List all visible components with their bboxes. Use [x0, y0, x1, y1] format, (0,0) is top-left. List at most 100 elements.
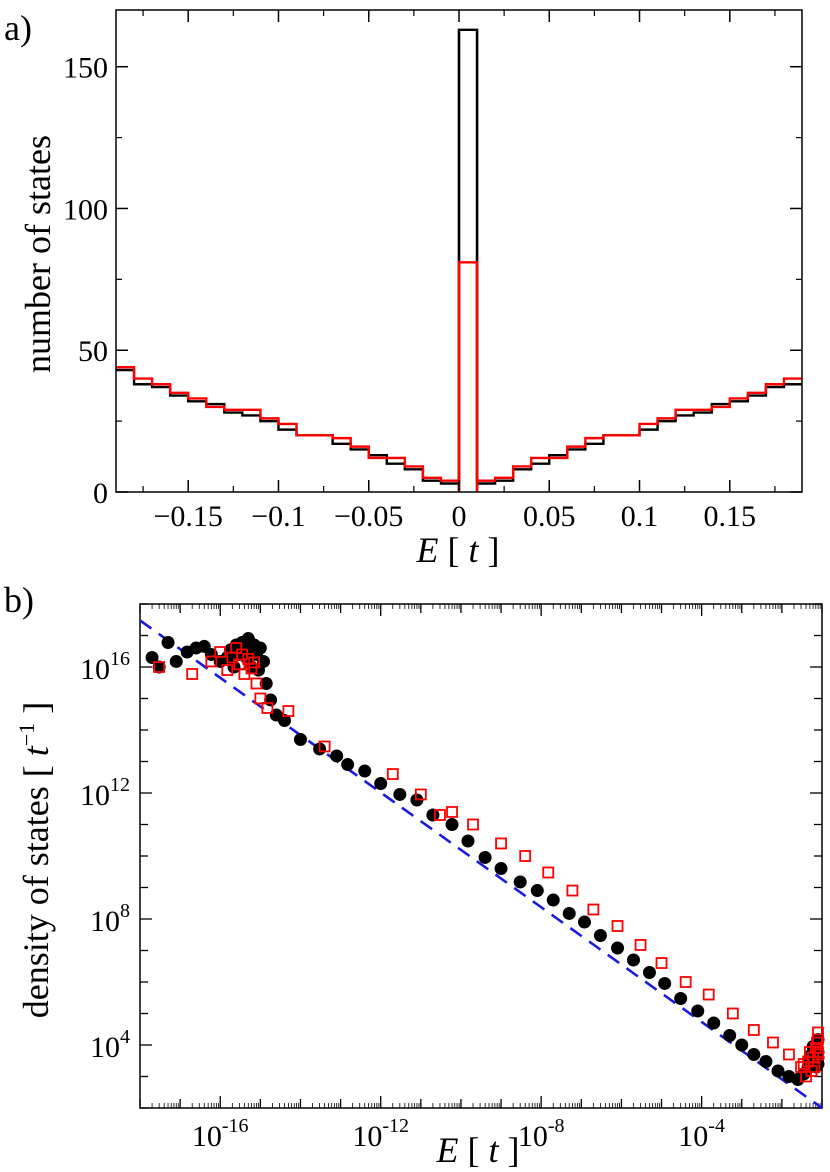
histogram-bin	[730, 401, 748, 492]
data-point-square	[467, 818, 479, 831]
histogram-bin	[206, 407, 224, 492]
data-point-circle	[691, 1004, 705, 1018]
data-point-square	[414, 788, 427, 801]
y-tick-label: 50	[78, 335, 108, 368]
data-point-square	[495, 837, 507, 850]
histogram-bin	[748, 396, 766, 492]
data-point-square	[153, 661, 166, 673]
x-tick-label: −0.05	[334, 500, 403, 533]
histogram-bin	[315, 435, 333, 492]
data-point-circle	[735, 1038, 749, 1052]
histogram-bin	[242, 410, 260, 492]
histogram-spike-walls	[457, 262, 479, 492]
histogram-bin	[441, 483, 459, 492]
panel-b-x-unit: t	[488, 1130, 499, 1170]
histogram-bin	[784, 379, 802, 492]
histogram-bin	[621, 435, 639, 492]
histogram-bin	[351, 447, 369, 492]
data-point-circle	[169, 654, 183, 668]
x-tick-label: −0.1	[251, 500, 305, 533]
data-point-square	[245, 662, 258, 675]
histogram-bin	[549, 455, 567, 492]
histogram-bin	[676, 410, 694, 492]
data-point-square	[248, 656, 261, 669]
data-point-circle	[577, 915, 591, 929]
data-point-square	[542, 866, 555, 879]
data-point-circle	[626, 953, 640, 967]
histogram-bin	[297, 435, 315, 492]
data-point-circle	[278, 714, 292, 728]
panel-b-y-unit-var: t	[16, 745, 56, 756]
histogram-bin	[766, 387, 784, 492]
data-point-square	[679, 976, 692, 988]
histogram-bin	[315, 435, 333, 492]
data-point-square	[812, 1046, 824, 1058]
data-point-square	[318, 740, 331, 753]
data-point-square	[205, 655, 218, 668]
histogram-bin	[152, 384, 170, 492]
histogram-bin	[351, 449, 369, 492]
y-tick-label: 1012	[80, 774, 130, 812]
x-tick-label: 0.05	[523, 500, 576, 533]
histogram-bin	[459, 30, 477, 492]
panel-b-x-bracket-open: [	[458, 1130, 488, 1170]
data-point-circle	[674, 991, 688, 1005]
data-point-square	[254, 692, 267, 705]
data-point-square	[805, 1065, 818, 1077]
histogram-bin	[477, 483, 495, 492]
histogram-bin	[242, 415, 260, 492]
histogram-bin	[567, 447, 585, 492]
panel-a-x-axis-label: E [ t ]	[415, 530, 499, 570]
histogram-bin	[730, 398, 748, 492]
panel-b-x-axis-ticks: 10-16 10-12 10-8 10-4	[139, 604, 823, 1153]
histogram-bin	[387, 464, 405, 492]
histogram-bin	[694, 410, 712, 492]
panel-a-y-axis-ticks: 0 50 100 150	[63, 52, 802, 510]
panel-b-loglog-scatter: b) 10-16 10-12 10-8 10-4 104 108 1012 1016 den…	[4, 580, 825, 1170]
x-tick-label: 0	[452, 500, 467, 533]
data-point-circle	[530, 884, 544, 898]
x-tick-label: 10-4	[678, 1115, 725, 1153]
histogram-bin	[513, 469, 531, 492]
y-tick-label: 108	[90, 900, 130, 938]
panel-a-histogram: a) −0.15 −0.1 −0.05 0 0.05 0.1 0.15 050100150 …	[4, 8, 803, 570]
red-square-series	[153, 642, 824, 1083]
panel-b-x-axis-label: E [ t ]	[435, 1130, 519, 1170]
data-point-square	[812, 1026, 824, 1039]
x-tick-label: 0.15	[704, 500, 757, 533]
data-point-circle	[707, 1016, 721, 1030]
histogram-bin	[116, 367, 134, 492]
data-point-square	[261, 702, 274, 714]
histogram-bin	[658, 418, 676, 492]
histogram-bin	[170, 396, 188, 492]
panel-b-label: b)	[4, 580, 34, 620]
x-tick-label: 10-16	[192, 1115, 249, 1153]
data-point-circle	[461, 834, 475, 848]
data-point-circle	[723, 1029, 737, 1043]
histogram-bin	[640, 424, 658, 492]
data-point-circle	[161, 635, 175, 649]
panel-a-x-var: E	[415, 530, 438, 570]
panel-b-x-bracket-close: ]	[499, 1130, 520, 1170]
histogram-bin	[567, 449, 585, 492]
panel-b-x-var: E	[435, 1130, 458, 1170]
data-point-circle	[358, 764, 372, 778]
data-point-circle	[593, 928, 607, 942]
data-point-circle	[145, 651, 159, 665]
data-point-square	[587, 903, 600, 916]
data-point-circle	[658, 976, 672, 990]
histogram-bin	[369, 455, 387, 492]
data-point-circle	[259, 676, 273, 690]
data-point-circle	[478, 850, 492, 864]
data-point-circle	[642, 966, 656, 980]
data-point-circle	[494, 862, 508, 876]
histogram-bin	[206, 404, 224, 492]
panel-b-y-axis-ticks: 104 108 1012 1016	[80, 603, 822, 1109]
histogram-bin	[333, 444, 351, 492]
histogram-bin	[640, 430, 658, 492]
data-point-square	[214, 646, 227, 658]
data-point-circle	[747, 1047, 761, 1061]
data-point-circle	[341, 758, 355, 772]
histogram-bin	[531, 464, 549, 492]
